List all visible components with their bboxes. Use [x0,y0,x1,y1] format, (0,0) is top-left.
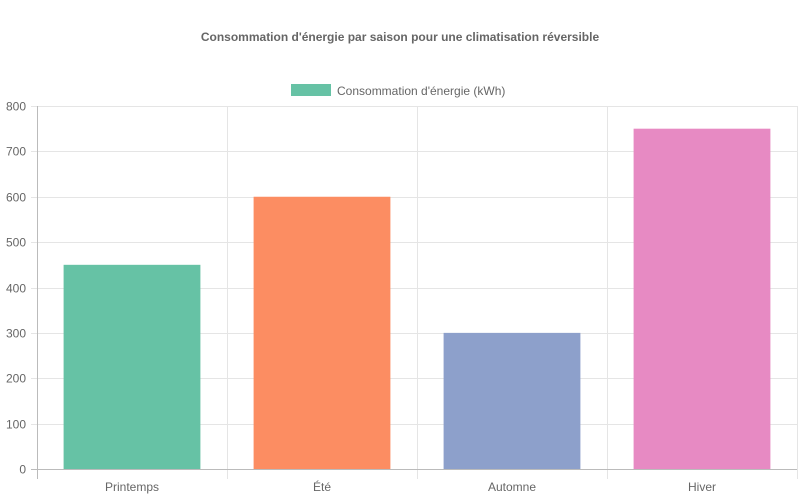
x-axis-ticks: Printemps Été Automne Hiver [105,479,716,494]
legend[interactable]: Consommation d'énergie (kWh) [291,84,505,98]
x-tick-label: Printemps [105,480,159,494]
bar-1[interactable] [63,264,201,469]
y-tick-label: 400 [6,282,26,296]
bar-2[interactable] [253,196,391,469]
y-tick-label: 800 [6,100,26,114]
y-tick-label: 600 [6,191,26,205]
y-axis-ticks: 0 100 200 300 400 500 600 700 800 [6,100,26,477]
y-tick-label: 500 [6,236,26,250]
y-tick-label: 300 [6,327,26,341]
y-tick-label: 0 [19,463,26,477]
x-tick-label: Automne [488,480,536,494]
axes [31,106,797,479]
x-tick-label: Été [313,479,331,494]
bar-3[interactable] [443,332,581,469]
chart-title: Consommation d'énergie par saison pour u… [201,30,600,44]
bar-4[interactable] [633,128,771,469]
x-tick-label: Hiver [688,480,716,494]
legend-label: Consommation d'énergie (kWh) [337,84,505,98]
y-tick-label: 200 [6,372,26,386]
bars [63,128,771,469]
legend-swatch [291,84,331,96]
y-tick-label: 700 [6,145,26,159]
y-tick-label: 100 [6,418,26,432]
